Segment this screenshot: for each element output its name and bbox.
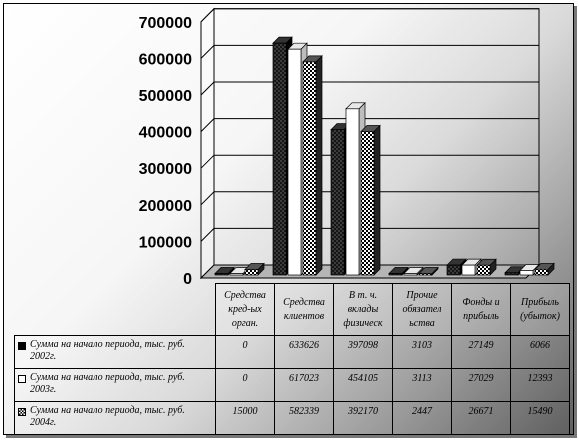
data-value-cell: 0 [215,368,275,402]
series-name: Сумма на начало периода, тыс. руб. 2002г… [30,339,185,362]
bar-front [345,108,360,276]
data-value-cell: 27149 [451,335,511,369]
table-row: Сумма на начало периода, тыс. руб. 2002г… [14,335,570,369]
bar-front [534,268,549,276]
gridline [200,118,539,132]
gridline [200,8,539,23]
bar-front [214,273,229,276]
legend-swatch [18,342,26,350]
bar-front [519,270,534,276]
gridline [200,81,539,96]
chart-plot: 700000 600000 500000 400000 300000 200000 1000… [139,7,555,288]
bar-front [476,264,491,276]
bar-front [418,273,433,276]
bar-front [244,269,259,276]
legend-swatch [18,375,26,383]
bar-front [272,42,287,276]
bar [476,258,497,276]
table-row: Сумма на начало периода, тыс. руб. 2003г… [14,368,570,402]
table-row: Сумма на начало периода, тыс. руб. 2004г… [14,401,570,434]
table-header-row: Средства кред-ых орган. Средства клиенто… [15,283,570,336]
bar [244,262,265,276]
table-corner [15,284,216,336]
y-tick-label: 700000 [139,15,192,32]
bar-side [373,124,381,276]
bar-front [229,273,244,276]
bar [302,55,323,276]
bar [388,266,409,276]
bar-front [504,272,519,276]
y-tick-label: 0 [183,271,192,288]
gridline [200,191,539,206]
y-tick-label: 300000 [139,161,192,178]
y-tick-label: 600000 [139,51,192,68]
table-header-cell: Средства кред-ых орган. [215,283,275,336]
table-header-cell: Средства клиентов [274,283,334,336]
bar [534,262,555,276]
data-value-cell: 3103 [392,335,452,369]
legend-swatch [18,408,26,416]
bar-front [360,131,375,276]
table-header-cell: Прибыль (убыток) [510,283,570,336]
y-tick-label: 400000 [139,125,192,142]
series-name: Сумма на начало периода, тыс. руб. 2003г… [30,372,185,395]
bar-front [403,273,418,276]
series-label-cell: Сумма на начало периода, тыс. руб. 2002г… [14,335,216,369]
data-value-cell: 15490 [510,401,570,434]
data-table: Средства кред-ых орган. Средства клиенто… [14,283,570,434]
data-value-cell: 3113 [392,368,452,402]
data-value-cell: 454105 [333,368,393,402]
gridline [200,154,539,169]
bar-front [446,264,461,276]
bar-front [330,129,345,276]
table-header-cell: Фонды и прибыль [451,283,511,336]
data-value-cell: 27029 [451,368,511,402]
y-tick-label: 100000 [139,234,192,251]
data-value-cell: 0 [215,335,275,369]
data-value-cell: 26671 [451,401,511,434]
bar-front [287,48,302,276]
data-value-cell: 397098 [333,335,393,369]
chart-frame: 700000 600000 500000 400000 300000 200000 1000… [3,3,574,435]
data-value-cell: 633626 [274,335,334,369]
data-value-cell: 6066 [510,335,570,369]
y-tick-label: 200000 [139,198,192,215]
bar [403,266,424,276]
data-value-cell: 617023 [274,368,334,402]
data-value-cell: 15000 [215,401,275,434]
table-header-cell: В т. ч. вклады физическ [333,283,393,336]
data-value-cell: 582339 [274,401,334,434]
y-tick-label: 500000 [139,88,192,105]
data-value-cell: 392170 [333,401,393,434]
bar-front [461,264,476,276]
gridline [200,44,539,59]
bar [360,124,381,276]
bar [214,266,235,276]
bar-front [302,61,317,276]
series-name: Сумма на начало периода, тыс. руб. 2004г… [30,405,185,428]
table-header-cell: Прочие обязател ьства [392,283,452,336]
series-label-cell: Сумма на начало периода, тыс. руб. 2004г… [14,401,216,434]
bar-side [315,55,323,276]
gridline [200,227,539,242]
data-value-cell: 12393 [510,368,570,402]
bar-front [388,273,403,276]
bar [418,266,439,276]
chart-side-wall [200,7,215,280]
series-label-cell: Сумма на начало периода, тыс. руб. 2003г… [14,368,216,402]
data-value-cell: 2447 [392,401,452,434]
